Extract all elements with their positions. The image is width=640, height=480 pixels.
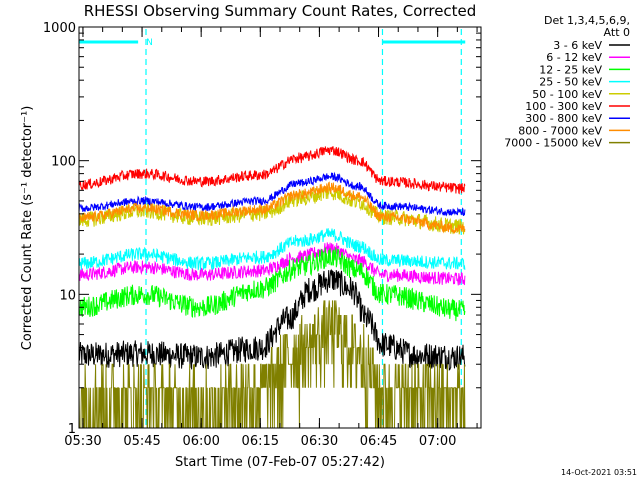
series-path <box>79 181 466 234</box>
legend-entry-label: 6 - 12 keV <box>546 51 602 64</box>
y-axis-label: Corrected Count Rate (s⁻¹ detector⁻¹) <box>20 106 35 351</box>
series-layer <box>79 146 466 428</box>
y-tick-label: 10 <box>59 288 76 303</box>
series-path <box>79 146 466 195</box>
series-path <box>79 268 466 371</box>
axis-layer: 1 10 100 1000 05:30 05:45 06:00 06:15 06:30 06:45… <box>43 21 481 449</box>
x-tick-label: 06:00 <box>182 434 219 449</box>
series-800-7000keV-line <box>79 181 466 234</box>
series-300-800keV-line <box>79 171 466 217</box>
legend-entry-label: 25 - 50 keV <box>539 76 602 89</box>
y-tick-label: 1000 <box>43 21 76 36</box>
series-3-6keV-line <box>79 268 466 371</box>
x-tick-label: 06:15 <box>242 434 279 449</box>
x-tick-label: 05:30 <box>64 434 101 449</box>
legend-entry-label: 3 - 6 keV <box>553 39 602 52</box>
series-path <box>79 228 466 271</box>
series-100-300keV-line <box>79 146 466 195</box>
series-path <box>79 242 466 286</box>
legend-entry-label: 300 - 800 keV <box>525 112 602 125</box>
timestamp-footer: 14-Oct-2021 03:51 <box>561 468 637 477</box>
x-tick-label: 06:45 <box>360 434 397 449</box>
x-axis-label: Start Time (07-Feb-07 05:27:42) <box>175 455 385 470</box>
chart-title: RHESSI Observing Summary Count Rates, Co… <box>84 2 477 20</box>
legend-entry-label: 50 - 100 keV <box>532 88 602 101</box>
legend-header: Att 0 <box>604 26 630 39</box>
series-7000-15000keV-line <box>79 300 466 428</box>
y-tick-label: 1 <box>68 422 76 437</box>
legend-entry-label: 100 - 300 keV <box>525 100 602 113</box>
flag-bar-label: N <box>146 38 153 48</box>
legend-entry-label: 12 - 25 keV <box>539 63 602 76</box>
legend-entry-label: 7000 - 15000 keV <box>504 137 602 150</box>
series-path <box>79 171 466 217</box>
y-tick-label: 100 <box>51 155 76 170</box>
series-12-25keV-line <box>79 247 466 322</box>
x-tick-label: 05:45 <box>123 434 160 449</box>
series-path <box>79 247 466 322</box>
series-path <box>79 300 466 428</box>
series-6-12keV-line <box>79 242 466 286</box>
series-25-50keV-line <box>79 228 466 271</box>
x-tick-label: 06:30 <box>301 434 338 449</box>
legend-entry-label: 800 - 7000 keV <box>518 124 602 137</box>
x-tick-label: 07:00 <box>419 434 456 449</box>
legend-header: Det 1,3,4,5,6,9, <box>544 14 630 27</box>
